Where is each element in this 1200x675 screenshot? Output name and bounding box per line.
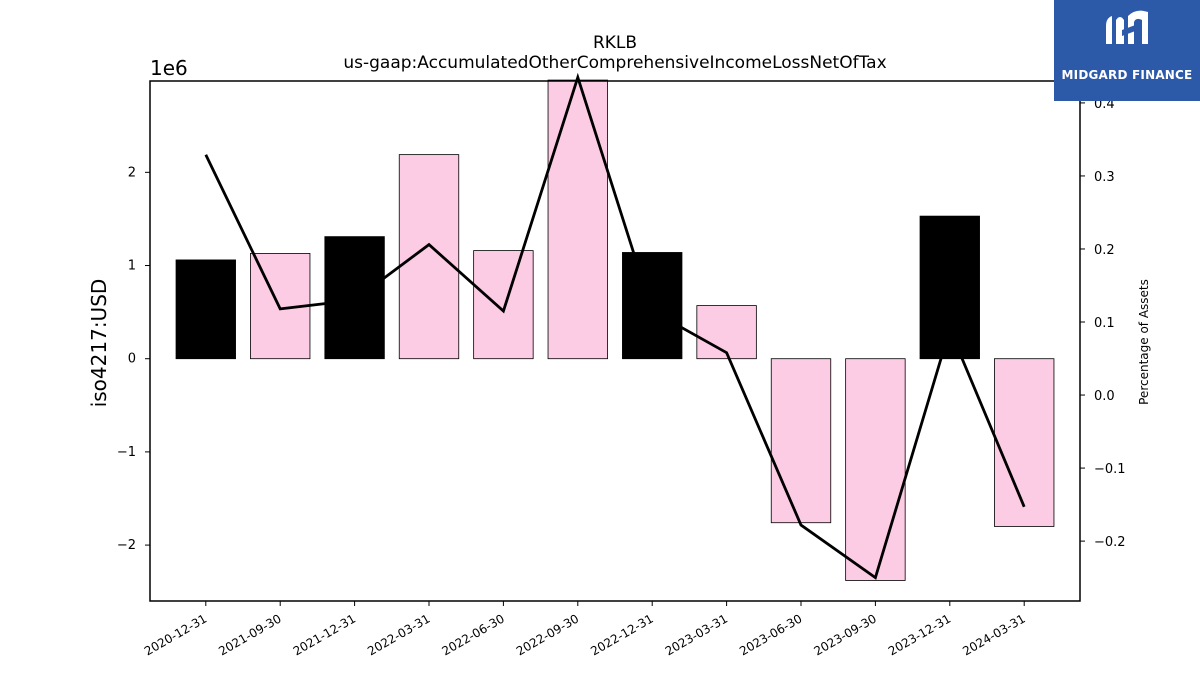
y-tick-label: 0	[128, 352, 136, 367]
bar-2024-03-31	[994, 358, 1055, 527]
line-group	[204, 72, 1026, 580]
x-tick-label: 2022-09-30	[514, 611, 581, 658]
y-tick-label: 1	[128, 259, 136, 274]
x-tick-label: 2024-03-31	[960, 611, 1027, 658]
x-tick-label: 2021-12-31	[291, 611, 358, 658]
bar-2022-03-31	[398, 154, 460, 360]
y2-tick-label: 0.1	[1094, 316, 1115, 331]
bars-group	[175, 79, 1055, 581]
x-tick-label: 2022-03-31	[365, 611, 432, 658]
y2-ticks: −0.2−0.10.00.10.20.30.4	[1080, 97, 1126, 550]
x-tick-label: 2020-12-31	[142, 611, 209, 658]
midgard-logo-icon	[1106, 10, 1148, 45]
watermark-text: MIDGARD FINANCE	[1061, 68, 1193, 82]
y2-axis-label: Percentage of Assets	[1137, 279, 1151, 405]
watermark-logo: MIDGARD FINANCE	[1054, 0, 1200, 101]
x-ticks: 2020-12-31 2021-09-30 2021-12-31 2022-03-31…	[142, 601, 1028, 658]
x-tick-label: 2022-06-30	[439, 611, 506, 658]
y-axis-label: iso4217:USD	[87, 279, 111, 408]
x-tick-label: 2023-03-31	[663, 611, 730, 658]
y2-tick-label: 0.0	[1094, 389, 1115, 404]
y2-tick-label: 0.3	[1094, 170, 1115, 185]
bar-2023-12-31	[919, 215, 980, 360]
y-ticks: −2 −1 0 1 2	[117, 165, 150, 553]
bar-2023-06-30	[770, 358, 832, 524]
x-tick-label: 2022-12-31	[588, 611, 655, 658]
y2-tick-label: 0.2	[1094, 243, 1115, 258]
y2-tick-label: −0.1	[1094, 462, 1126, 477]
percentage-line	[204, 72, 1026, 580]
y-tick-label: 2	[128, 165, 136, 180]
x-tick-label: 2021-09-30	[216, 611, 283, 658]
bar-2023-03-31	[696, 305, 757, 360]
chart-subtitle: us-gaap:AccumulatedOtherComprehensiveInc…	[343, 53, 886, 73]
x-tick-label: 2023-06-30	[737, 611, 804, 658]
plot-frame	[149, 80, 1081, 602]
bar-2020-12-31	[175, 259, 236, 360]
y-tick-label: −2	[117, 538, 136, 553]
y2-tick-label: −0.2	[1094, 535, 1126, 550]
bar-2023-09-30	[845, 358, 906, 581]
bar-2022-09-30	[547, 79, 608, 360]
x-tick-label: 2023-12-31	[886, 611, 953, 658]
x-tick-label: 2023-09-30	[811, 611, 878, 658]
bar-2021-12-31	[324, 236, 385, 360]
y-offset-label: 1e6	[150, 56, 188, 80]
chart-title: RKLB	[593, 33, 637, 53]
bar-2022-12-31	[622, 252, 683, 360]
bar-2022-06-30	[473, 250, 534, 360]
y-tick-label: −1	[117, 445, 136, 460]
